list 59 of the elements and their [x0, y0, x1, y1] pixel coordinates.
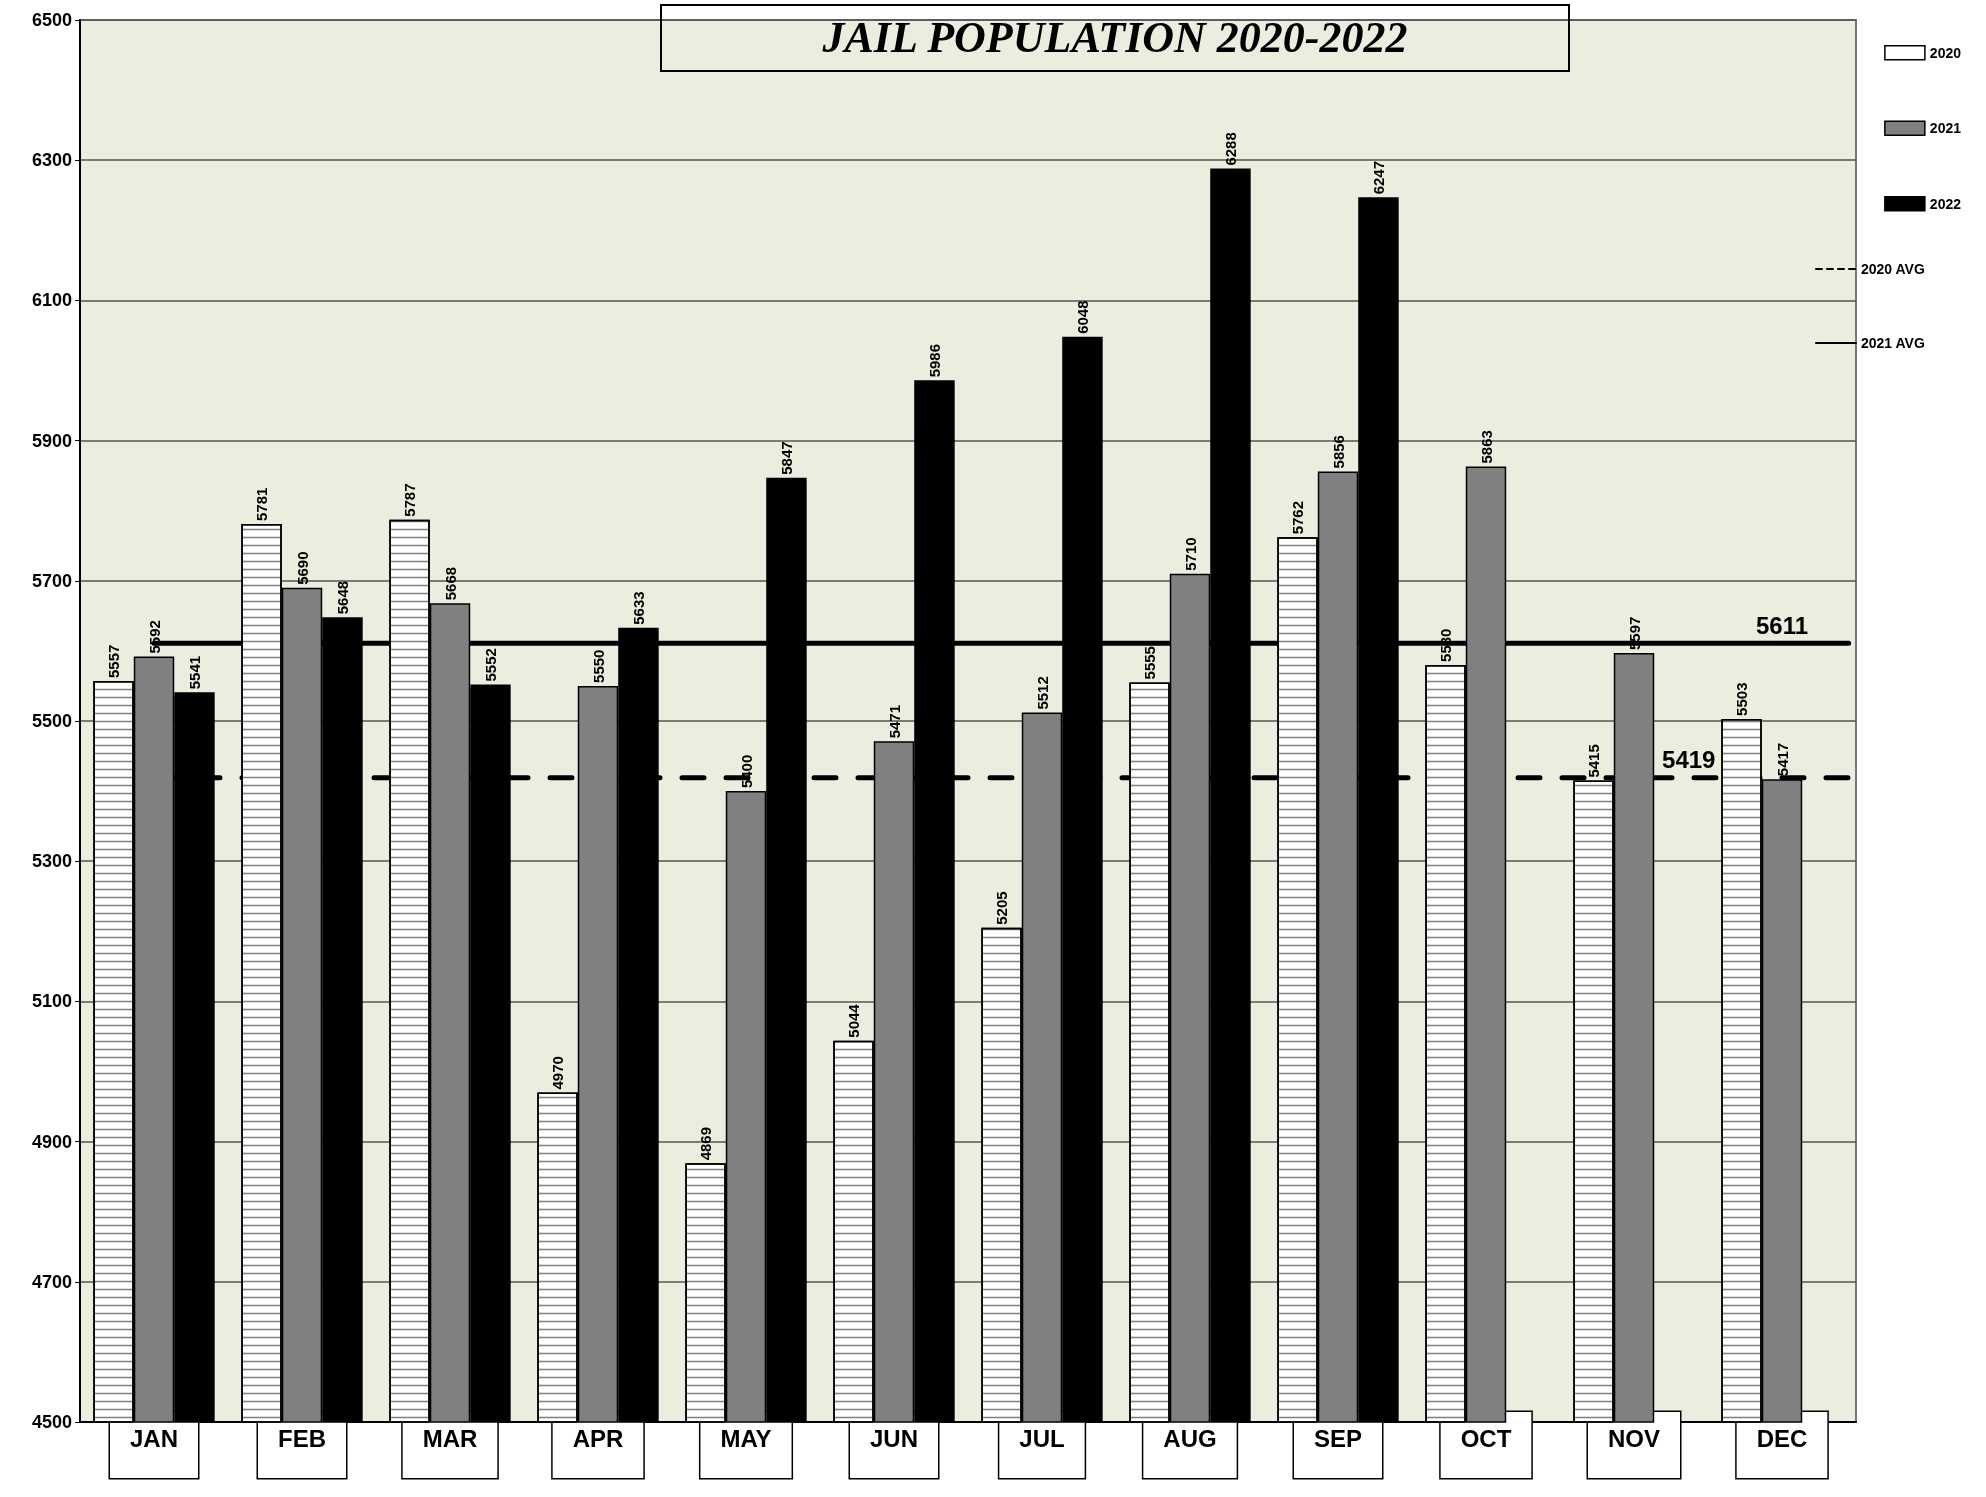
x-tick-label: MAR: [422, 1424, 478, 1452]
x-tick-label: JUL: [1019, 1424, 1065, 1452]
annotation: 5611: [1755, 611, 1809, 639]
data-label: 5633: [629, 591, 647, 625]
x-tick-label: NOV: [1607, 1424, 1661, 1452]
legend-label: 2020 AVG: [1861, 261, 1925, 277]
legend-label: 2021 AVG: [1861, 335, 1925, 351]
data-label: 5781: [253, 487, 271, 522]
x-tick-label: AUG: [1163, 1424, 1217, 1452]
y-tick-label: 4700: [31, 1271, 72, 1292]
data-label: 5541: [185, 655, 203, 690]
data-label: 5787: [401, 483, 419, 517]
data-label: 5555: [1141, 646, 1159, 680]
data-label: 5557: [105, 644, 123, 679]
x-tick-label: SEP: [1313, 1424, 1363, 1452]
data-label: 5471: [885, 704, 903, 739]
data-label: 5986: [925, 343, 943, 378]
x-tick-label: OCT: [1460, 1424, 1512, 1452]
x-tick-label: DEC: [1756, 1424, 1808, 1452]
legend-label: 2021: [1929, 120, 1962, 137]
data-label: 6048: [1073, 300, 1091, 334]
y-tick-label: 6300: [31, 150, 72, 171]
data-label: 5550: [589, 649, 607, 683]
data-label: 5863: [1477, 430, 1495, 464]
y-tick-label: 4900: [31, 1131, 72, 1152]
data-label: 4869: [697, 1126, 715, 1161]
data-label: 5690: [293, 551, 311, 585]
data-label: 5668: [441, 566, 459, 601]
x-tick-label: JAN: [129, 1424, 179, 1452]
data-label: 5710: [1181, 537, 1199, 571]
data-label: 5856: [1329, 435, 1347, 469]
y-tick-label: 6100: [31, 290, 72, 311]
data-label: 5847: [777, 441, 795, 475]
legend-label: 2020: [1929, 44, 1962, 61]
legend-label: 2022: [1929, 195, 1962, 212]
data-label: 5648: [333, 580, 351, 615]
x-tick-label: MAY: [720, 1424, 772, 1452]
data-label: 5205: [993, 891, 1011, 925]
x-tick-label: FEB: [278, 1424, 326, 1452]
y-tick-label: 5900: [31, 430, 72, 451]
data-label: 5415: [1585, 744, 1603, 778]
data-label: 6288: [1221, 132, 1239, 166]
x-tick-label: JUN: [869, 1424, 919, 1452]
data-label: 4970: [549, 1056, 567, 1090]
data-label: 5762: [1289, 500, 1307, 535]
data-label: 5044: [845, 1003, 863, 1038]
data-label: 6247: [1369, 160, 1387, 195]
data-label: 5503: [1733, 682, 1751, 716]
data-label: 5512: [1033, 676, 1051, 710]
y-tick-label: 5500: [31, 711, 72, 731]
y-tick-label: 5100: [31, 991, 72, 1012]
y-tick-label: 5300: [31, 851, 72, 872]
data-label: 5552: [481, 648, 499, 682]
x-tick-label: APR: [572, 1424, 624, 1452]
y-tick-label: 6500: [31, 10, 72, 30]
data-label: 5417: [1773, 742, 1791, 777]
y-tick-label: 5700: [31, 570, 72, 591]
annotation: 5419: [1662, 746, 1716, 774]
y-tick-label: 4500: [31, 1412, 72, 1432]
